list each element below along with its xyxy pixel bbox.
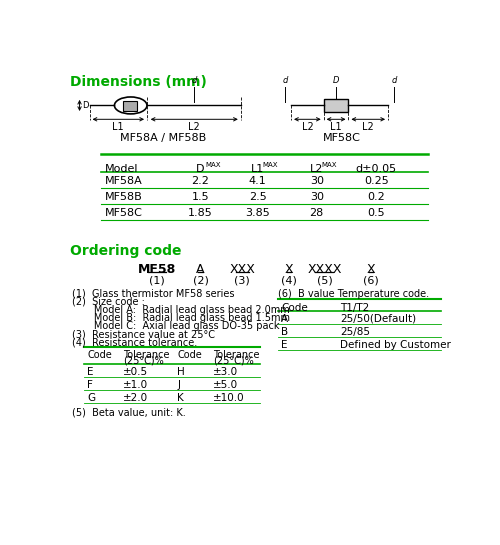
Text: E: E	[88, 367, 94, 377]
Text: Code: Code	[88, 349, 112, 360]
Text: L2: L2	[362, 122, 374, 131]
Text: 25/85: 25/85	[340, 327, 370, 337]
Text: Model B:  Radial lead glass bead 1.5mm: Model B: Radial lead glass bead 1.5mm	[72, 313, 290, 323]
Text: Code: Code	[177, 349, 202, 360]
Text: 0.5: 0.5	[368, 208, 385, 218]
Text: Ordering code: Ordering code	[70, 244, 182, 258]
Bar	[324, 99, 348, 112]
Text: 1.85: 1.85	[188, 208, 213, 218]
Text: X: X	[284, 263, 293, 276]
Text: MF58C: MF58C	[322, 133, 360, 143]
Text: (4)  Resistance tolerance.: (4) Resistance tolerance.	[72, 337, 197, 347]
Text: (3): (3)	[234, 276, 250, 286]
Text: B: B	[281, 327, 288, 337]
Text: K: K	[177, 393, 184, 403]
Text: F: F	[88, 380, 93, 390]
Text: MF58: MF58	[138, 263, 176, 276]
Text: (4): (4)	[281, 276, 296, 286]
Text: Model C:  Axial lead glass DO-35 pack: Model C: Axial lead glass DO-35 pack	[72, 321, 280, 331]
Text: 30: 30	[310, 192, 324, 202]
Text: J: J	[177, 380, 180, 390]
Text: (5)  Beta value, unit: K.: (5) Beta value, unit: K.	[72, 407, 186, 417]
Text: 25/50(Default): 25/50(Default)	[340, 314, 416, 324]
Text: 2.2: 2.2	[192, 176, 210, 186]
Text: Model A:  Radial lead glass bead 2.0mm: Model A: Radial lead glass bead 2.0mm	[72, 305, 290, 315]
Text: L1: L1	[251, 164, 264, 174]
Text: L2: L2	[310, 164, 324, 174]
Text: (2): (2)	[192, 276, 208, 286]
Text: MAX: MAX	[205, 162, 220, 168]
Text: 2.5: 2.5	[249, 192, 266, 202]
Text: 1.5: 1.5	[192, 192, 210, 202]
Text: MAX: MAX	[262, 162, 278, 168]
Text: D: D	[333, 76, 340, 86]
Text: MF58B: MF58B	[105, 192, 143, 202]
Text: ±0.5: ±0.5	[123, 367, 148, 377]
Text: H: H	[177, 367, 185, 377]
Text: MF58C: MF58C	[105, 208, 143, 218]
Text: L1: L1	[112, 122, 124, 131]
Text: 28: 28	[310, 208, 324, 218]
Bar	[123, 101, 137, 111]
Text: MAX: MAX	[322, 162, 337, 168]
Text: (6)  B value Temperature code.: (6) B value Temperature code.	[278, 289, 429, 299]
Text: D: D	[82, 101, 88, 110]
Text: 0.2: 0.2	[368, 192, 385, 202]
Text: (5): (5)	[316, 276, 332, 286]
Text: Dimensions (mm): Dimensions (mm)	[70, 75, 207, 89]
Text: (25°C)%: (25°C)%	[123, 356, 164, 366]
Text: (6): (6)	[363, 276, 379, 286]
Text: ±1.0: ±1.0	[123, 380, 148, 390]
Text: L1: L1	[330, 122, 342, 131]
Text: G: G	[88, 393, 96, 403]
Text: Tolerance: Tolerance	[123, 349, 170, 360]
Text: d: d	[192, 76, 197, 86]
Text: Model: Model	[105, 164, 138, 174]
Text: 0.25: 0.25	[364, 176, 389, 186]
Text: (1): (1)	[149, 276, 165, 286]
Text: Code: Code	[281, 302, 308, 313]
Text: (1)  Glass thermistor MF58 series: (1) Glass thermistor MF58 series	[72, 289, 234, 299]
Text: ±3.0: ±3.0	[213, 367, 238, 377]
Text: A: A	[281, 314, 288, 324]
Text: D: D	[196, 164, 204, 174]
Text: Tolerance: Tolerance	[213, 349, 260, 360]
Text: A: A	[196, 263, 204, 276]
Text: 4.1: 4.1	[249, 176, 266, 186]
Text: MF58A: MF58A	[105, 176, 143, 186]
Text: ±10.0: ±10.0	[213, 393, 244, 403]
Text: Defined by Customer: Defined by Customer	[340, 340, 451, 350]
Text: L2: L2	[302, 122, 314, 131]
Text: XXXX: XXXX	[307, 263, 342, 276]
Text: d: d	[282, 76, 288, 86]
Text: (2)  Size code :: (2) Size code :	[72, 297, 144, 307]
Text: 3.85: 3.85	[246, 208, 270, 218]
Text: T1/T2: T1/T2	[340, 302, 369, 313]
Text: (3)  Resistance value at 25°C: (3) Resistance value at 25°C	[72, 329, 215, 339]
Text: (25°C)%: (25°C)%	[213, 356, 254, 366]
Text: MF58A / MF58B: MF58A / MF58B	[120, 133, 206, 143]
Text: 30: 30	[310, 176, 324, 186]
Text: d: d	[392, 76, 397, 86]
Text: XXX: XXX	[230, 263, 255, 276]
Text: ±5.0: ±5.0	[213, 380, 238, 390]
Text: E: E	[281, 340, 287, 350]
Text: L2: L2	[188, 122, 200, 131]
Text: X: X	[366, 263, 376, 276]
Text: ±2.0: ±2.0	[123, 393, 148, 403]
Text: d±0.05: d±0.05	[356, 164, 397, 174]
